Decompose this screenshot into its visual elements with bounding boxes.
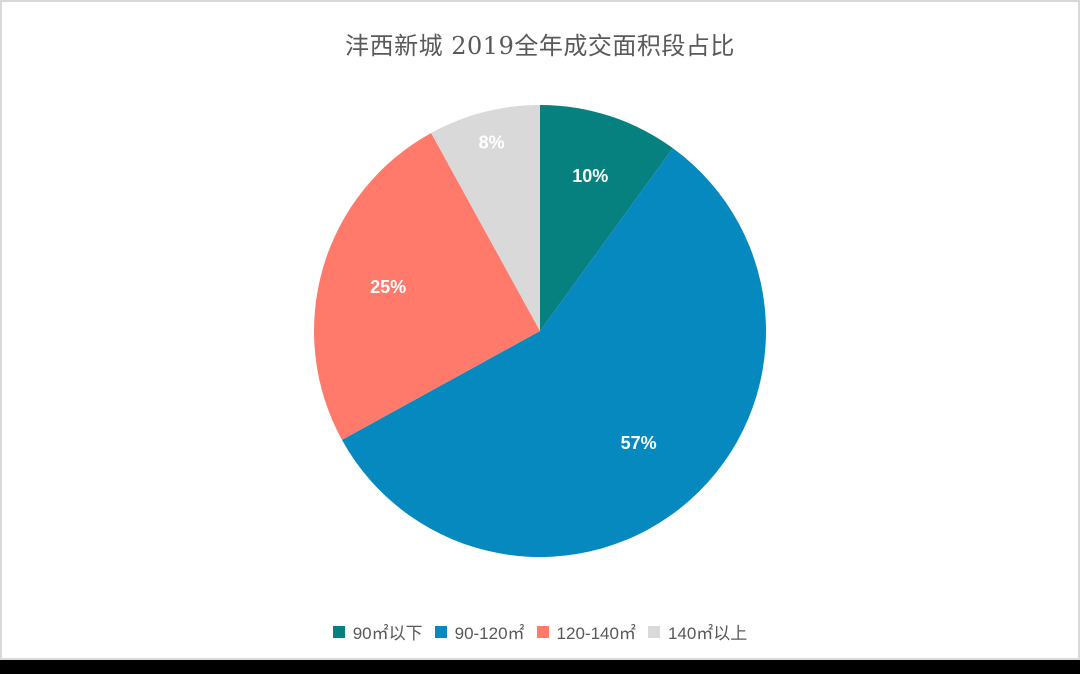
legend-swatch xyxy=(434,625,447,638)
slice-data-label: 57% xyxy=(621,433,657,453)
legend-swatch xyxy=(647,625,660,638)
pie-slice xyxy=(431,105,540,331)
slice-data-label: 8% xyxy=(479,133,505,153)
slice-data-label: 25% xyxy=(370,277,406,297)
legend-swatch xyxy=(332,625,345,638)
legend-item-over-140: 140㎡以上 xyxy=(647,619,748,644)
legend-item-under-90: 90㎡以下 xyxy=(332,619,423,644)
pie-slice xyxy=(341,148,766,557)
pie-slice xyxy=(540,105,673,331)
slice-data-label: 10% xyxy=(572,166,608,186)
legend-label: 140㎡以上 xyxy=(667,624,748,643)
pie-slices xyxy=(314,105,766,557)
legend-item-90-120: 90-120㎡ xyxy=(434,619,525,644)
legend-item-120-140: 120-140㎡ xyxy=(536,619,636,644)
legend-swatch xyxy=(536,625,549,638)
pie-slice-labels: 10% 57% 25% 8% xyxy=(370,133,657,453)
legend-label: 90㎡以下 xyxy=(352,624,423,643)
chart-legend: 90㎡以下 90-120㎡ 120-140㎡ 140㎡以上 xyxy=(0,619,1080,644)
legend-label: 90-120㎡ xyxy=(454,624,525,643)
legend-label: 120-140㎡ xyxy=(556,624,636,643)
chart-title: 沣西新城 2019全年成交面积段占比 xyxy=(345,32,735,60)
pie-slice xyxy=(314,132,540,440)
